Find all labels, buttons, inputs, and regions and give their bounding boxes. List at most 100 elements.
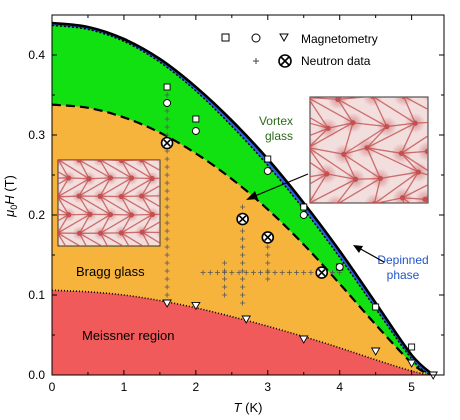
magnetometry-triangle-point: [370, 347, 381, 356]
legend-neutron-label: Neutron data: [301, 54, 371, 68]
neutron-scan-point: [240, 260, 246, 266]
neutron-scan-point: [240, 284, 246, 290]
depinned-phase-arrow: [353, 245, 385, 263]
neutron-data-point: [315, 266, 329, 279]
neutron-scan-point: [308, 270, 314, 276]
neutron-scan-point: [286, 270, 292, 276]
neutron-scan-point: [164, 164, 170, 170]
x-tick-label: 4: [336, 380, 343, 394]
x-tick-label: 3: [264, 380, 271, 394]
neutron-scan-point: [200, 270, 206, 276]
neutron-scan-point: [265, 252, 271, 258]
legend-triangle-marker: [279, 33, 289, 43]
y-tick-label: 0.4: [28, 48, 45, 62]
neutron-scan-point: [164, 148, 170, 154]
plot-frame: [51, 14, 445, 376]
magnetometry-circle-point: [191, 127, 200, 135]
neutron-data-point: [261, 231, 275, 244]
legend-magnetometry-label: Magnetometry: [301, 32, 378, 46]
magnetometry-circle-point: [299, 211, 308, 219]
legend-square-marker: [221, 33, 230, 42]
legend: Magnetometry Neutron data: [221, 32, 378, 68]
neutron-scan-point: [222, 284, 228, 290]
neutron-scan-point: [240, 276, 246, 282]
legend-neutron-marker: [278, 54, 292, 68]
magnetometry-circle-point: [263, 167, 272, 175]
neutron-scan-point: [330, 270, 336, 276]
neutron-scan-point: [164, 196, 170, 202]
neutron-scan-point: [240, 292, 246, 298]
y-tick-label: 0.3: [28, 128, 45, 142]
order-disorder-line: [52, 103, 431, 375]
neutron-scan-point: [164, 228, 170, 234]
x-axis-title: T (K): [234, 400, 263, 415]
neutron-scan-point: [164, 132, 170, 138]
neutron-scan-point: [240, 300, 246, 306]
legend-circle-marker: [251, 33, 261, 43]
neutron-scan-point: [222, 260, 228, 266]
neutron-scan-point: [164, 108, 170, 114]
neutron-scan-point: [164, 188, 170, 194]
y-tick-label: 0.2: [28, 208, 45, 222]
magnetometry-square-point: [264, 155, 272, 163]
x-tick-label: 0: [49, 380, 56, 394]
vortex-glass-arrow: [246, 173, 309, 200]
neutron-scan-point: [279, 270, 285, 276]
vortex-glass-label-line1: Vortex: [259, 114, 293, 128]
neutron-scan-point: [240, 204, 246, 210]
neutron-scan-point: [164, 276, 170, 282]
neutron-scan-point: [294, 270, 300, 276]
neutron-scan-point: [164, 252, 170, 258]
neutron-scan-point: [214, 270, 220, 276]
neutron-scan-point: [265, 270, 271, 276]
neutron-scan-point: [164, 212, 170, 218]
vortex-glass-label-line2: glass: [265, 129, 293, 143]
meissner-region: [52, 290, 430, 375]
neutron-scan-point: [236, 270, 242, 276]
legend-plus-marker: [253, 58, 259, 64]
neutron-scan-point: [164, 284, 170, 290]
neutron-scan-point: [164, 92, 170, 98]
magnetometry-triangle-point: [241, 315, 251, 324]
magnetometry-triangle-point: [162, 299, 172, 308]
neutron-scan-point: [240, 244, 246, 250]
magnetometry-triangle-point: [406, 359, 417, 368]
neutron-scan-point: [164, 156, 170, 162]
magnetometry-square-point: [192, 115, 200, 123]
depinned-phase-label-line2: phase: [387, 268, 420, 282]
magnetometry-triangle-point: [298, 335, 309, 344]
magnetometry-square-point: [408, 343, 416, 351]
magnetometry-triangle-point: [191, 301, 201, 311]
y-tick-label: 0.1: [28, 288, 45, 302]
x-tick-label: 2: [193, 380, 200, 394]
y-axis-title: μ0H (T): [2, 175, 19, 218]
neutron-scan-point: [222, 276, 228, 282]
neutron-scan-point: [240, 236, 246, 242]
x-tick-label: 1: [121, 380, 128, 394]
neutron-scan-point: [164, 124, 170, 130]
neutron-scan-point: [164, 236, 170, 242]
magnetometry-square-point: [372, 303, 380, 311]
neutron-scan-point: [229, 270, 235, 276]
neutron-scan-point: [272, 270, 278, 276]
magnetometry-square-point: [300, 203, 308, 211]
neutron-scan-point: [222, 292, 228, 298]
neutron-data-point: [160, 136, 174, 150]
neutron-data-point: [236, 212, 249, 226]
neutron-scan-point: [164, 116, 170, 122]
neutron-scan-point: [164, 204, 170, 210]
neutron-scan-point: [207, 270, 213, 276]
magnetometry-circle-point: [163, 99, 172, 107]
neutron-scan-point: [164, 244, 170, 250]
magnetometry-circle-point: [335, 263, 344, 271]
neutron-scan-point: [240, 252, 246, 258]
bragg-lattice-inset: [57, 159, 161, 247]
magnetometry-square-point: [163, 83, 171, 91]
neutron-scan-point: [164, 172, 170, 178]
neutron-scan-point: [164, 260, 170, 266]
neutron-scan-point: [265, 260, 271, 266]
y-tick-label: 0.0: [28, 368, 45, 382]
neutron-scan-point: [265, 276, 271, 282]
neutron-scan-point: [240, 228, 246, 234]
neutron-scan-point: [164, 220, 170, 226]
